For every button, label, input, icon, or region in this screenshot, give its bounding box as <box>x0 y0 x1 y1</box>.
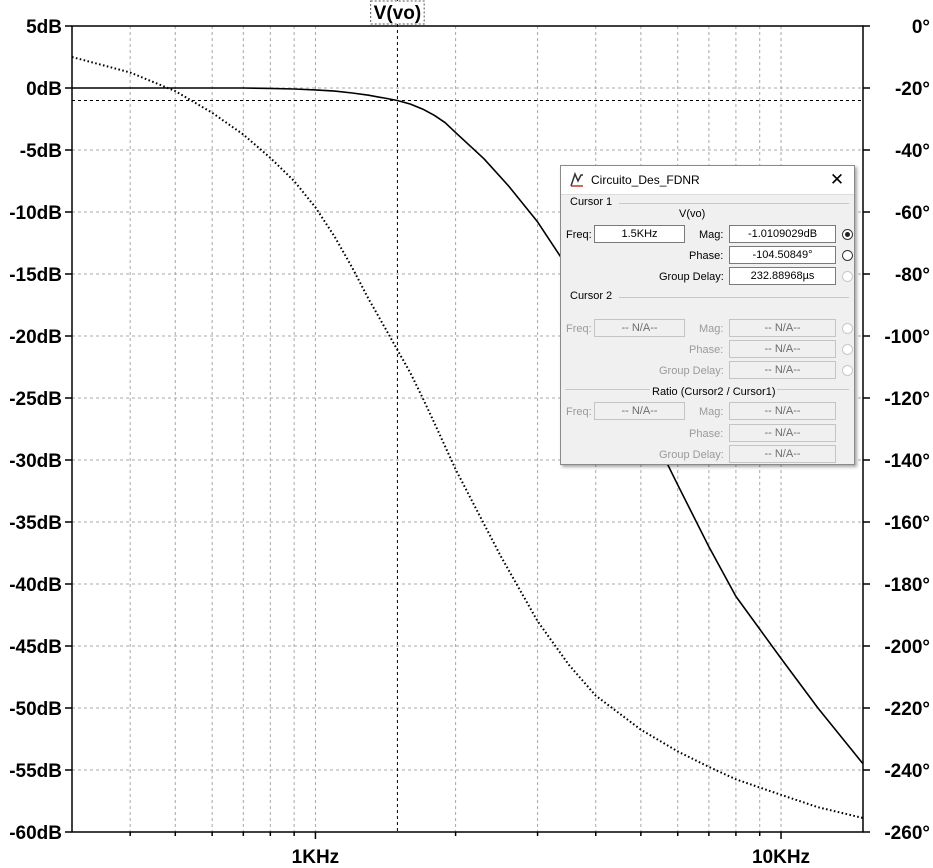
trace-title-group[interactable]: V(vo) <box>370 0 425 25</box>
trace-name: V(vo) <box>679 208 706 220</box>
cursor2-freq-field: -- N/A-- <box>594 319 685 337</box>
cursor2-divider <box>619 297 849 298</box>
mag-label: Mag: <box>699 229 724 241</box>
freq-label: Freq: <box>566 229 592 241</box>
trace-title-box <box>370 0 425 25</box>
y-right-tick-label: -240° <box>884 761 930 782</box>
dialog-title: Circuito_Des_FDNR <box>591 173 700 187</box>
cursor2-mag-radio[interactable] <box>842 323 853 334</box>
cursor2-phase-radio[interactable] <box>842 344 853 355</box>
cursor2-phase-label: Phase: <box>689 344 724 356</box>
y-left-tick-label: -55dB <box>9 761 62 782</box>
ratio-phase-field: -- N/A-- <box>729 424 836 442</box>
y-right-tick-label: -40° <box>895 141 930 162</box>
y-right-tick-label: -180° <box>884 575 930 596</box>
y-right-tick-label: -200° <box>884 637 930 658</box>
ratio-freq-field: -- N/A-- <box>594 402 685 420</box>
y-left-tick-label: -15dB <box>9 265 62 286</box>
magnitude-trace <box>72 87 864 765</box>
ratio-phase-label: Phase: <box>689 428 724 440</box>
cursor2-group-delay-label: Group Delay: <box>659 365 724 377</box>
ratio-group-delay-label: Group Delay: <box>659 449 724 461</box>
x-tick-label: 10KHz <box>752 847 810 868</box>
y-right-tick-label: -60° <box>895 203 930 224</box>
cursor-1[interactable] <box>72 0 863 832</box>
cursor2-mag-label: Mag: <box>699 323 724 335</box>
y-right-tick-label: 0° <box>912 17 930 38</box>
y-left-tick-label: -40dB <box>9 575 62 596</box>
y-right-tick-label: -80° <box>895 265 930 286</box>
cursor1-freq-field[interactable]: 1.5KHz <box>594 225 685 243</box>
cursor2-group-delay-field: -- N/A-- <box>729 361 836 379</box>
x-axis: 1KHz 10KHz <box>129 832 810 868</box>
plot-frame <box>71 25 864 833</box>
trace-title[interactable]: V(vo) <box>374 3 422 24</box>
y-left-tick-label: -45dB <box>9 637 62 658</box>
y-right-tick-label: -120° <box>884 389 930 410</box>
y-right-tick-label: -220° <box>884 699 930 720</box>
ratio-group-delay-field: -- N/A-- <box>729 445 836 463</box>
cursor1-phase-field: -104.50849° <box>729 246 836 264</box>
y-left-tick-label: -60dB <box>9 823 62 844</box>
y-left-tick-label: -25dB <box>9 389 62 410</box>
group-delay-radio[interactable] <box>842 271 853 282</box>
phase-trace <box>71 56 864 819</box>
y-left-tick-label: -20dB <box>9 327 62 348</box>
y-right-tick-label: -160° <box>884 513 930 534</box>
ltspice-icon <box>570 172 583 187</box>
ratio-mag-field: -- N/A-- <box>729 402 836 420</box>
dialog-titlebar[interactable]: Circuito_Des_FDNR ✕ <box>561 166 854 195</box>
cursor2-mag-field: -- N/A-- <box>729 319 836 337</box>
cursor2-phase-field: -- N/A-- <box>729 340 836 358</box>
cursor1-divider <box>619 203 849 204</box>
group-delay-label: Group Delay: <box>659 271 724 283</box>
traces <box>71 56 864 819</box>
cursor2-label: Cursor 2 <box>570 290 613 302</box>
ratio-freq-label: Freq: <box>566 406 592 418</box>
y-left-tick-label: -50dB <box>9 699 62 720</box>
y-right-tick-label: -260° <box>884 823 930 844</box>
cursor1-group-delay-field: 232.88968µs <box>729 267 836 285</box>
y-right-tick-label: -140° <box>884 451 930 472</box>
cursor1-label: Cursor 1 <box>570 196 613 208</box>
phase-radio[interactable] <box>842 250 853 261</box>
y-left-tick-label: -5dB <box>20 141 62 162</box>
y-right-tick-label: -20° <box>895 79 930 100</box>
cursor-dialog[interactable]: Circuito_Des_FDNR ✕ Cursor 1 V(vo) Freq:… <box>560 165 855 465</box>
y-left-tick-label: 0dB <box>26 79 62 100</box>
right-axis: 0° -20° -40° -60° -80° -100° -120° -140° -160° -1… <box>863 17 930 844</box>
cursor2-group-delay-radio[interactable] <box>842 365 853 376</box>
close-icon[interactable]: ✕ <box>829 170 845 189</box>
y-left-tick-label: -35dB <box>9 513 62 534</box>
cursor1-mag-field: -1.0109029dB <box>729 225 836 243</box>
cursor2-freq-label: Freq: <box>566 323 592 335</box>
left-axis: 5dB 0dB -5dB -10dB -15dB -20dB -25dB -30dB -35dB… <box>9 17 72 844</box>
mag-radio[interactable] <box>842 229 853 240</box>
phase-label: Phase: <box>689 250 724 262</box>
x-tick-label: 1KHz <box>292 847 340 868</box>
y-left-tick-label: -30dB <box>9 451 62 472</box>
ratio-label: Ratio (Cursor2 / Cursor1) <box>650 386 778 398</box>
y-left-tick-label: -10dB <box>9 203 62 224</box>
ratio-mag-label: Mag: <box>699 406 724 418</box>
y-right-tick-label: -100° <box>884 327 930 348</box>
y-left-tick-label: 5dB <box>26 17 62 38</box>
